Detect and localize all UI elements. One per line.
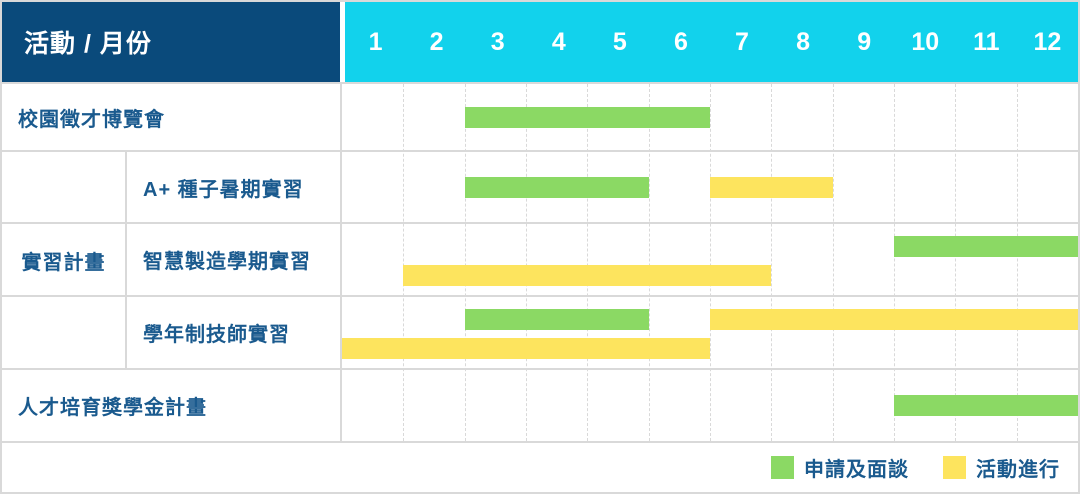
month-gridline xyxy=(403,84,405,441)
activity-row-label: 智慧製造學期實習 xyxy=(143,251,311,273)
month-gridline xyxy=(955,84,957,441)
month-header: 1 2 3 4 5 6 7 8 9 10 11 12 xyxy=(345,2,1078,82)
header-activity-month-cell: 活動 / 月份 xyxy=(2,2,340,82)
row-separator xyxy=(2,295,1078,297)
month-gridline xyxy=(1016,84,1018,441)
month-header-cell: 12 xyxy=(1033,27,1062,56)
group-row-label: 實習計畫 xyxy=(21,251,106,274)
legend-swatch-icon xyxy=(943,456,966,479)
gantt-bar xyxy=(342,338,710,359)
label-chart-divider xyxy=(340,82,342,443)
group-sub-divider xyxy=(125,150,127,370)
month-header-cell: 11 xyxy=(973,27,1000,56)
activity-row-label: A+ 種子暑期實習 xyxy=(143,178,304,201)
month-header-cell: 1 xyxy=(368,27,383,56)
legend-swatch-icon xyxy=(771,456,794,479)
gantt-bar xyxy=(710,176,833,198)
month-header-cell: 9 xyxy=(857,27,872,56)
activity-row-label: 校園徵才博覽會 xyxy=(18,108,165,131)
month-header-cell: 7 xyxy=(735,27,749,56)
activity-row-label: 人才培育獎學金計畫 xyxy=(18,397,207,419)
gantt-bar xyxy=(710,309,1078,330)
month-gridline xyxy=(464,84,466,441)
month-gridline xyxy=(894,84,895,441)
activity-row-label: 學年制技師實習 xyxy=(143,324,290,346)
gantt-bar xyxy=(894,395,1078,416)
month-header-cell: 10 xyxy=(911,27,940,56)
month-header-cell: 6 xyxy=(673,27,688,56)
row-separator xyxy=(2,82,1078,84)
row-separator xyxy=(2,441,1078,443)
month-gridline xyxy=(771,84,773,441)
gantt-bar xyxy=(464,309,649,330)
row-separator xyxy=(2,368,1078,370)
month-header-cell: 4 xyxy=(551,27,566,56)
legend-label: 申請及面談 xyxy=(804,459,909,481)
month-gridline xyxy=(648,84,650,441)
month-header-cell: 8 xyxy=(796,27,811,56)
month-header-cell: 2 xyxy=(429,27,444,56)
gantt-bar xyxy=(403,265,772,286)
gantt-bar xyxy=(464,176,649,198)
month-gridline xyxy=(587,84,589,441)
month-header-cell: 5 xyxy=(612,27,627,56)
legend-item: 活動進行 xyxy=(943,453,1060,482)
gantt-bar xyxy=(464,106,710,128)
legend-label: 活動進行 xyxy=(976,459,1060,481)
month-gridline xyxy=(710,84,711,441)
legend-item: 申請及面談 xyxy=(771,453,909,482)
month-gridline xyxy=(832,84,834,441)
gantt-bar xyxy=(894,236,1078,257)
month-gridline xyxy=(526,84,527,441)
legend: 申請及面談 活動進行 xyxy=(2,443,1078,492)
row-separator xyxy=(2,222,1078,224)
row-separator xyxy=(2,150,1078,152)
month-header-cell: 3 xyxy=(490,27,505,56)
